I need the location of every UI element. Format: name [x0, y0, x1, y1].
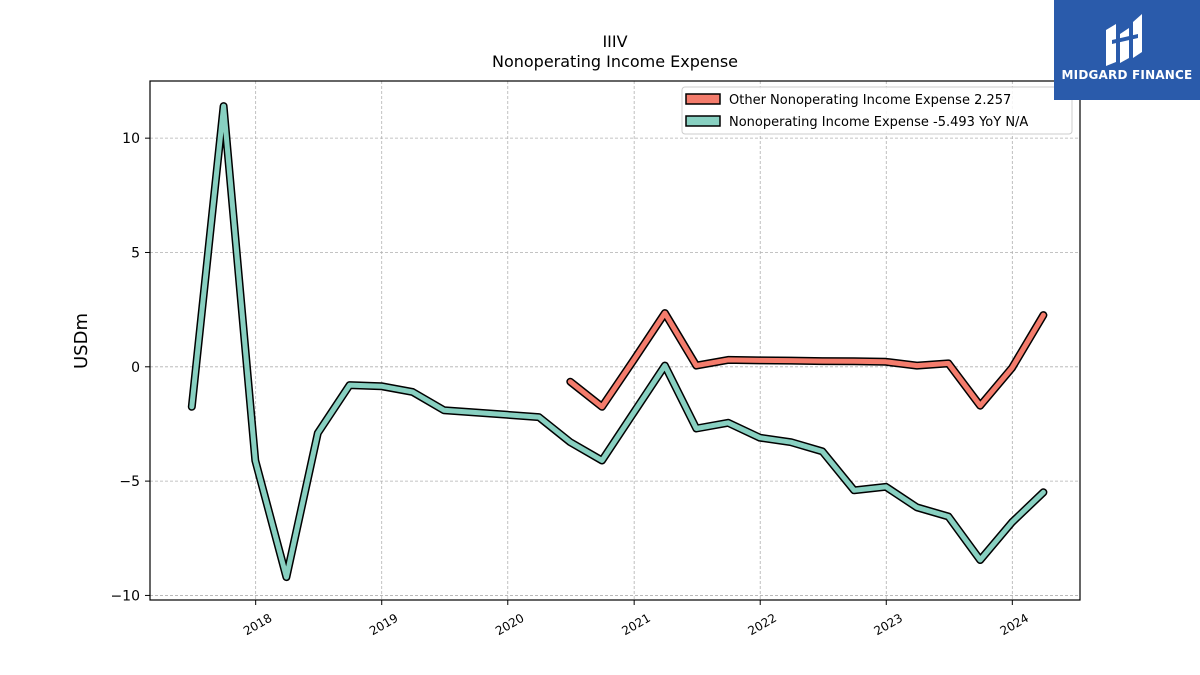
y-axis-label: USDm — [71, 313, 92, 369]
data-point-nonoperating[interactable] — [1010, 520, 1014, 524]
plot-frame — [149, 80, 1081, 601]
data-point-nonoperating[interactable] — [537, 415, 541, 419]
logo-text: MIDGARD FINANCE — [1061, 68, 1193, 82]
x-tick-label: 2024 — [998, 611, 1031, 638]
data-point-nonoperating[interactable] — [946, 515, 950, 518]
data-point-nonoperating[interactable] — [726, 421, 730, 425]
chart-title: IIIV — [602, 32, 627, 51]
data-point-nonoperating[interactable] — [190, 405, 194, 409]
x-tick-label: 2022 — [745, 611, 778, 638]
x-tick-label: 2018 — [241, 611, 274, 638]
data-point-nonoperating[interactable] — [348, 383, 352, 387]
logo-mark-icon — [1106, 14, 1142, 66]
y-tick-label: 10 — [122, 131, 140, 147]
x-tick-label: 2021 — [619, 611, 652, 638]
y-tick-label: 5 — [131, 245, 140, 261]
grid — [150, 81, 1080, 600]
x-tick-label: 2023 — [872, 611, 905, 638]
data-point-other-nonoperating[interactable] — [789, 359, 793, 363]
data-point-other-nonoperating[interactable] — [852, 359, 856, 363]
y-tick-label: 0 — [131, 360, 140, 376]
data-point-other-nonoperating[interactable] — [568, 380, 572, 384]
legend-swatch-other-nonoperating — [685, 93, 721, 105]
data-point-other-nonoperating[interactable] — [1041, 313, 1045, 317]
data-point-other-nonoperating[interactable] — [726, 358, 730, 362]
series-layer — [187, 102, 1048, 582]
data-point-nonoperating[interactable] — [411, 390, 414, 394]
data-point-other-nonoperating[interactable] — [978, 404, 982, 408]
y-tick-label: −5 — [119, 474, 140, 490]
y-axis-ticks: 10 5 0 −5 −10 — [110, 131, 150, 604]
y-tick-label: −10 — [110, 588, 140, 604]
x-axis-ticks: 2018 2019 2020 2021 2022 2023 2024 — [241, 600, 1031, 638]
chart-subtitle: Nonoperating Income Expense — [492, 52, 738, 71]
data-point-other-nonoperating[interactable] — [663, 311, 667, 315]
data-point-nonoperating[interactable] — [915, 505, 919, 509]
data-point-nonoperating[interactable] — [600, 459, 604, 462]
data-point-nonoperating[interactable] — [442, 408, 446, 412]
data-point-nonoperating[interactable] — [253, 459, 257, 462]
data-point-nonoperating[interactable] — [758, 436, 762, 440]
data-point-other-nonoperating[interactable] — [1010, 366, 1014, 370]
legend-box — [681, 86, 1073, 135]
data-point-nonoperating[interactable] — [568, 440, 572, 444]
series-line-other-nonoperating[interactable] — [567, 310, 1046, 410]
data-point-nonoperating[interactable] — [222, 104, 226, 108]
data-point-nonoperating[interactable] — [789, 440, 793, 444]
data-point-nonoperating[interactable] — [663, 364, 667, 368]
legend-label-nonoperating: Nonoperating Income Expense -5.493 YoY N… — [729, 115, 1028, 130]
x-tick-label: 2019 — [367, 611, 400, 638]
data-point-other-nonoperating[interactable] — [820, 359, 824, 363]
series-line-nonoperating[interactable] — [189, 103, 1046, 580]
data-point-other-nonoperating[interactable] — [884, 360, 888, 364]
data-point-nonoperating[interactable] — [632, 411, 636, 414]
data-point-nonoperating[interactable] — [284, 575, 288, 579]
data-point-nonoperating[interactable] — [694, 427, 698, 430]
data-point-nonoperating[interactable] — [978, 558, 982, 562]
data-point-other-nonoperating[interactable] — [758, 358, 762, 362]
data-point-nonoperating[interactable] — [379, 384, 383, 388]
logo: MIDGARD FINANCE — [1054, 0, 1200, 100]
data-point-other-nonoperating[interactable] — [915, 364, 919, 368]
data-point-nonoperating[interactable] — [1041, 490, 1045, 494]
data-point-other-nonoperating[interactable] — [600, 405, 604, 409]
data-point-nonoperating[interactable] — [820, 449, 824, 453]
data-point-other-nonoperating[interactable] — [694, 364, 698, 368]
data-point-nonoperating[interactable] — [884, 485, 888, 489]
legend-label-other-nonoperating: Other Nonoperating Income Expense 2.257 — [729, 93, 1011, 108]
legend-swatch-nonoperating — [685, 115, 721, 127]
legend[interactable]: Other Nonoperating Income Expense 2.257 … — [681, 86, 1073, 135]
data-point-nonoperating[interactable] — [316, 431, 320, 435]
data-point-other-nonoperating[interactable] — [946, 361, 950, 365]
data-point-other-nonoperating[interactable] — [632, 358, 636, 362]
x-tick-label: 2020 — [493, 611, 526, 638]
data-point-nonoperating[interactable] — [852, 488, 856, 492]
data-point-nonoperating[interactable] — [474, 411, 478, 414]
data-point-nonoperating[interactable] — [505, 413, 509, 417]
